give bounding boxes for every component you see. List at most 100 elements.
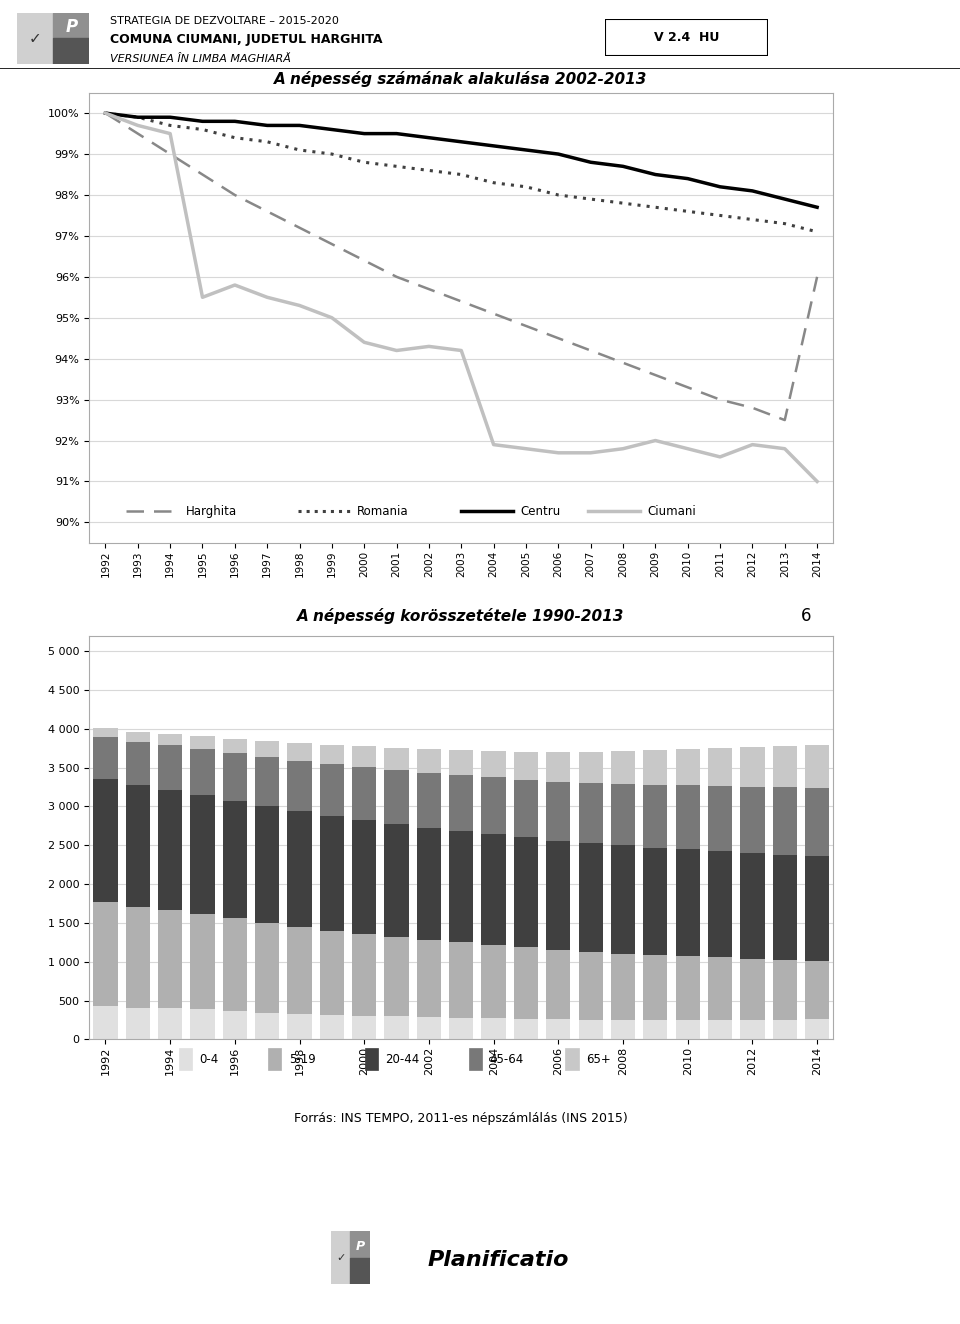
Bar [17, 13, 54, 64]
Bar [468, 1049, 482, 1070]
Bar [268, 1049, 281, 1070]
Bar [54, 13, 89, 38]
Text: 0-4: 0-4 [200, 1053, 219, 1066]
Bar [805, 788, 829, 857]
Text: 5-19: 5-19 [289, 1053, 316, 1066]
Bar [158, 789, 182, 910]
Bar [773, 960, 797, 1019]
Bar [708, 1019, 732, 1039]
Text: A népesség korösszetétele 1990-2013: A népesség korösszetétele 1990-2013 [297, 608, 625, 624]
Text: 20-44: 20-44 [385, 1053, 420, 1066]
Bar [320, 1016, 344, 1039]
Text: V 2.4  HU: V 2.4 HU [654, 30, 719, 44]
Bar [287, 743, 312, 760]
Bar [190, 914, 215, 1009]
Bar [255, 740, 279, 756]
Bar [126, 1008, 150, 1039]
Bar [514, 780, 539, 838]
Bar [482, 1018, 506, 1039]
Bar [93, 902, 117, 1006]
Bar [417, 1017, 441, 1039]
Bar [287, 927, 312, 1014]
Bar [708, 957, 732, 1019]
Text: P: P [65, 19, 78, 36]
Bar [126, 907, 150, 1008]
Bar [320, 764, 344, 817]
Bar [190, 796, 215, 914]
Bar [255, 806, 279, 923]
Bar [352, 747, 376, 767]
Bar [676, 785, 700, 849]
Bar [611, 1019, 636, 1039]
Bar [514, 752, 539, 780]
Text: STRATEGIA DE DEZVOLTARE – 2015-2020: STRATEGIA DE DEZVOLTARE – 2015-2020 [110, 16, 339, 25]
Bar [449, 775, 473, 831]
Bar [158, 745, 182, 789]
Bar [223, 919, 247, 1012]
Text: VERSIUNEA ÎN LIMBA MAGHIARĂ: VERSIUNEA ÎN LIMBA MAGHIARĂ [110, 54, 291, 65]
Bar [708, 785, 732, 851]
Text: A népesség számának alakulása 2002-2013: A népesség számának alakulása 2002-2013 [275, 71, 647, 87]
Bar [449, 943, 473, 1018]
Bar [449, 831, 473, 943]
Bar [514, 838, 539, 947]
Bar [350, 1231, 370, 1258]
Bar [740, 959, 764, 1019]
Bar [179, 1049, 192, 1070]
Bar [482, 777, 506, 834]
Bar [449, 751, 473, 775]
Text: 6: 6 [802, 606, 811, 625]
Bar [740, 853, 764, 959]
Text: COMUNA CIUMANI, JUDETUL HARGHITA: COMUNA CIUMANI, JUDETUL HARGHITA [110, 33, 383, 46]
Bar [676, 748, 700, 785]
Bar [384, 769, 409, 825]
Bar [805, 745, 829, 788]
Bar [190, 736, 215, 749]
Bar [611, 845, 636, 953]
Bar [773, 854, 797, 960]
Bar [482, 751, 506, 777]
Bar [126, 785, 150, 907]
Bar [579, 782, 603, 843]
Bar [740, 747, 764, 786]
Bar [255, 1013, 279, 1039]
Bar [579, 752, 603, 782]
Text: 65+: 65+ [587, 1053, 611, 1066]
Bar [805, 857, 829, 960]
Bar [805, 1019, 829, 1039]
Bar [320, 745, 344, 764]
Bar [417, 828, 441, 940]
Bar [352, 933, 376, 1016]
Text: Harghita: Harghita [186, 504, 237, 518]
Bar [158, 1009, 182, 1039]
Bar [482, 834, 506, 945]
Bar [579, 952, 603, 1019]
Bar [773, 747, 797, 788]
Bar [352, 1016, 376, 1039]
Bar [384, 825, 409, 937]
Bar [740, 1019, 764, 1039]
Bar [320, 817, 344, 931]
Bar [546, 752, 570, 781]
Bar [352, 821, 376, 933]
Bar [546, 949, 570, 1019]
Bar [158, 733, 182, 745]
Bar [93, 780, 117, 902]
Bar [643, 847, 667, 955]
Bar [320, 931, 344, 1016]
Bar [365, 1049, 378, 1070]
Text: ✓: ✓ [29, 30, 41, 46]
Bar [417, 940, 441, 1017]
Text: ✓: ✓ [336, 1253, 346, 1263]
Bar [331, 1231, 350, 1284]
Bar [579, 1019, 603, 1039]
Bar [190, 749, 215, 796]
Bar [384, 937, 409, 1017]
Text: P: P [355, 1239, 365, 1253]
Bar [126, 732, 150, 743]
Bar [676, 956, 700, 1019]
Bar [643, 751, 667, 785]
Bar [384, 1017, 409, 1039]
Bar [773, 788, 797, 854]
Bar [708, 851, 732, 957]
